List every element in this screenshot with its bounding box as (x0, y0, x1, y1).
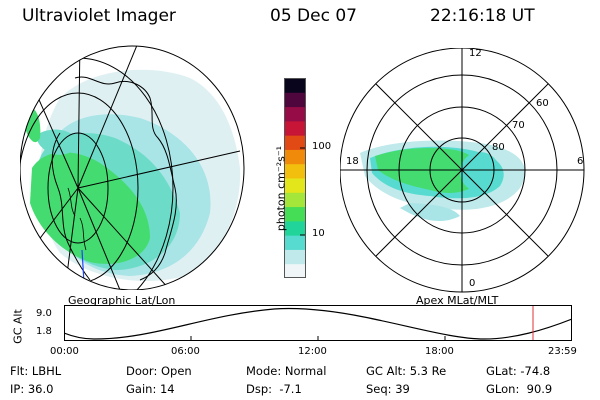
door-value: Open (160, 364, 192, 378)
mlt-label-12: 12 (469, 48, 482, 59)
geographic-image (20, 45, 245, 290)
dsp-value: -7.1 (279, 382, 302, 396)
colorbar-swatch (284, 263, 306, 278)
colorbar-swatch (284, 178, 306, 193)
colorbar-tick-100: 100 (312, 141, 332, 152)
flt-info: Flt: LBHL (10, 364, 62, 378)
gcalt-info: GC Alt: 5.3 Re (366, 364, 447, 378)
dsp-info: Dsp: -7.1 (246, 382, 302, 396)
gc-alt-ylabel: GC Alt (11, 309, 25, 344)
colorbar-swatch (284, 235, 306, 250)
colorbar-swatch (284, 92, 306, 108)
ip-value: 36.0 (27, 382, 54, 396)
colorbar-swatch (284, 106, 306, 122)
ip-info: IP: 36.0 (10, 382, 54, 396)
colorbar-swatch (284, 220, 306, 236)
date-label: 05 Dec 07 (270, 6, 357, 26)
colorbar-swatch (284, 78, 306, 93)
geographic-caption: Geographic Lat/Lon (68, 294, 176, 307)
colorbar (284, 78, 306, 278)
gc-alt-tick-low: 1.8 (36, 326, 52, 337)
gcalt-value: 5.3 Re (409, 364, 447, 378)
colorbar-swatch (284, 249, 306, 265)
colorbar-swatch (284, 135, 306, 150)
glat-info: GLat: -74.8 (486, 364, 551, 378)
colorbar-swatch (284, 120, 306, 136)
door-info: Door: Open (126, 364, 192, 378)
mlt-label-0: 0 (469, 278, 476, 289)
colorbar-tick-10: 10 (312, 228, 325, 239)
time-label: 22:16:18 UT (430, 6, 535, 26)
flt-value: LBHL (31, 364, 62, 378)
glon-info: GLon: 90.9 (486, 382, 553, 396)
mode-info: Mode: Normal (246, 364, 327, 378)
glat-value: -74.8 (520, 364, 551, 378)
time-tick-1800: 18:00 (425, 346, 454, 357)
mlt-label-6: 6 (577, 156, 584, 167)
time-tick-2359: 23:59 (548, 346, 577, 357)
glon-value: 90.9 (526, 382, 553, 396)
gc-alt-plot (64, 305, 572, 341)
seq-info: Seq: 39 (366, 382, 410, 396)
gain-info: Gain: 14 (126, 382, 175, 396)
seq-value: 39 (395, 382, 410, 396)
gain-value: 14 (159, 382, 175, 396)
apex-caption: Apex MLat/MLT (416, 294, 499, 307)
time-tick-0600: 06:00 (171, 346, 200, 357)
lat-label-80: 80 (492, 142, 505, 153)
lat-label-70: 70 (512, 120, 525, 131)
colorbar-swatch (284, 149, 306, 165)
gc-alt-tick-high: 9.0 (36, 308, 52, 319)
time-tick-1200: 12:00 (298, 346, 327, 357)
mlt-label-18: 18 (346, 156, 359, 167)
colorbar-swatch (284, 192, 306, 208)
polar-dial (340, 48, 585, 293)
instrument-title: Ultraviolet Imager (22, 6, 176, 26)
colorbar-swatch (284, 206, 306, 222)
colorbar-swatch (284, 163, 306, 179)
time-tick-0000: 00:00 (50, 346, 79, 357)
lat-label-60: 60 (536, 98, 549, 109)
mode-value: Normal (284, 364, 327, 378)
colorbar-label: photon cm⁻²s⁻¹ (274, 145, 288, 232)
